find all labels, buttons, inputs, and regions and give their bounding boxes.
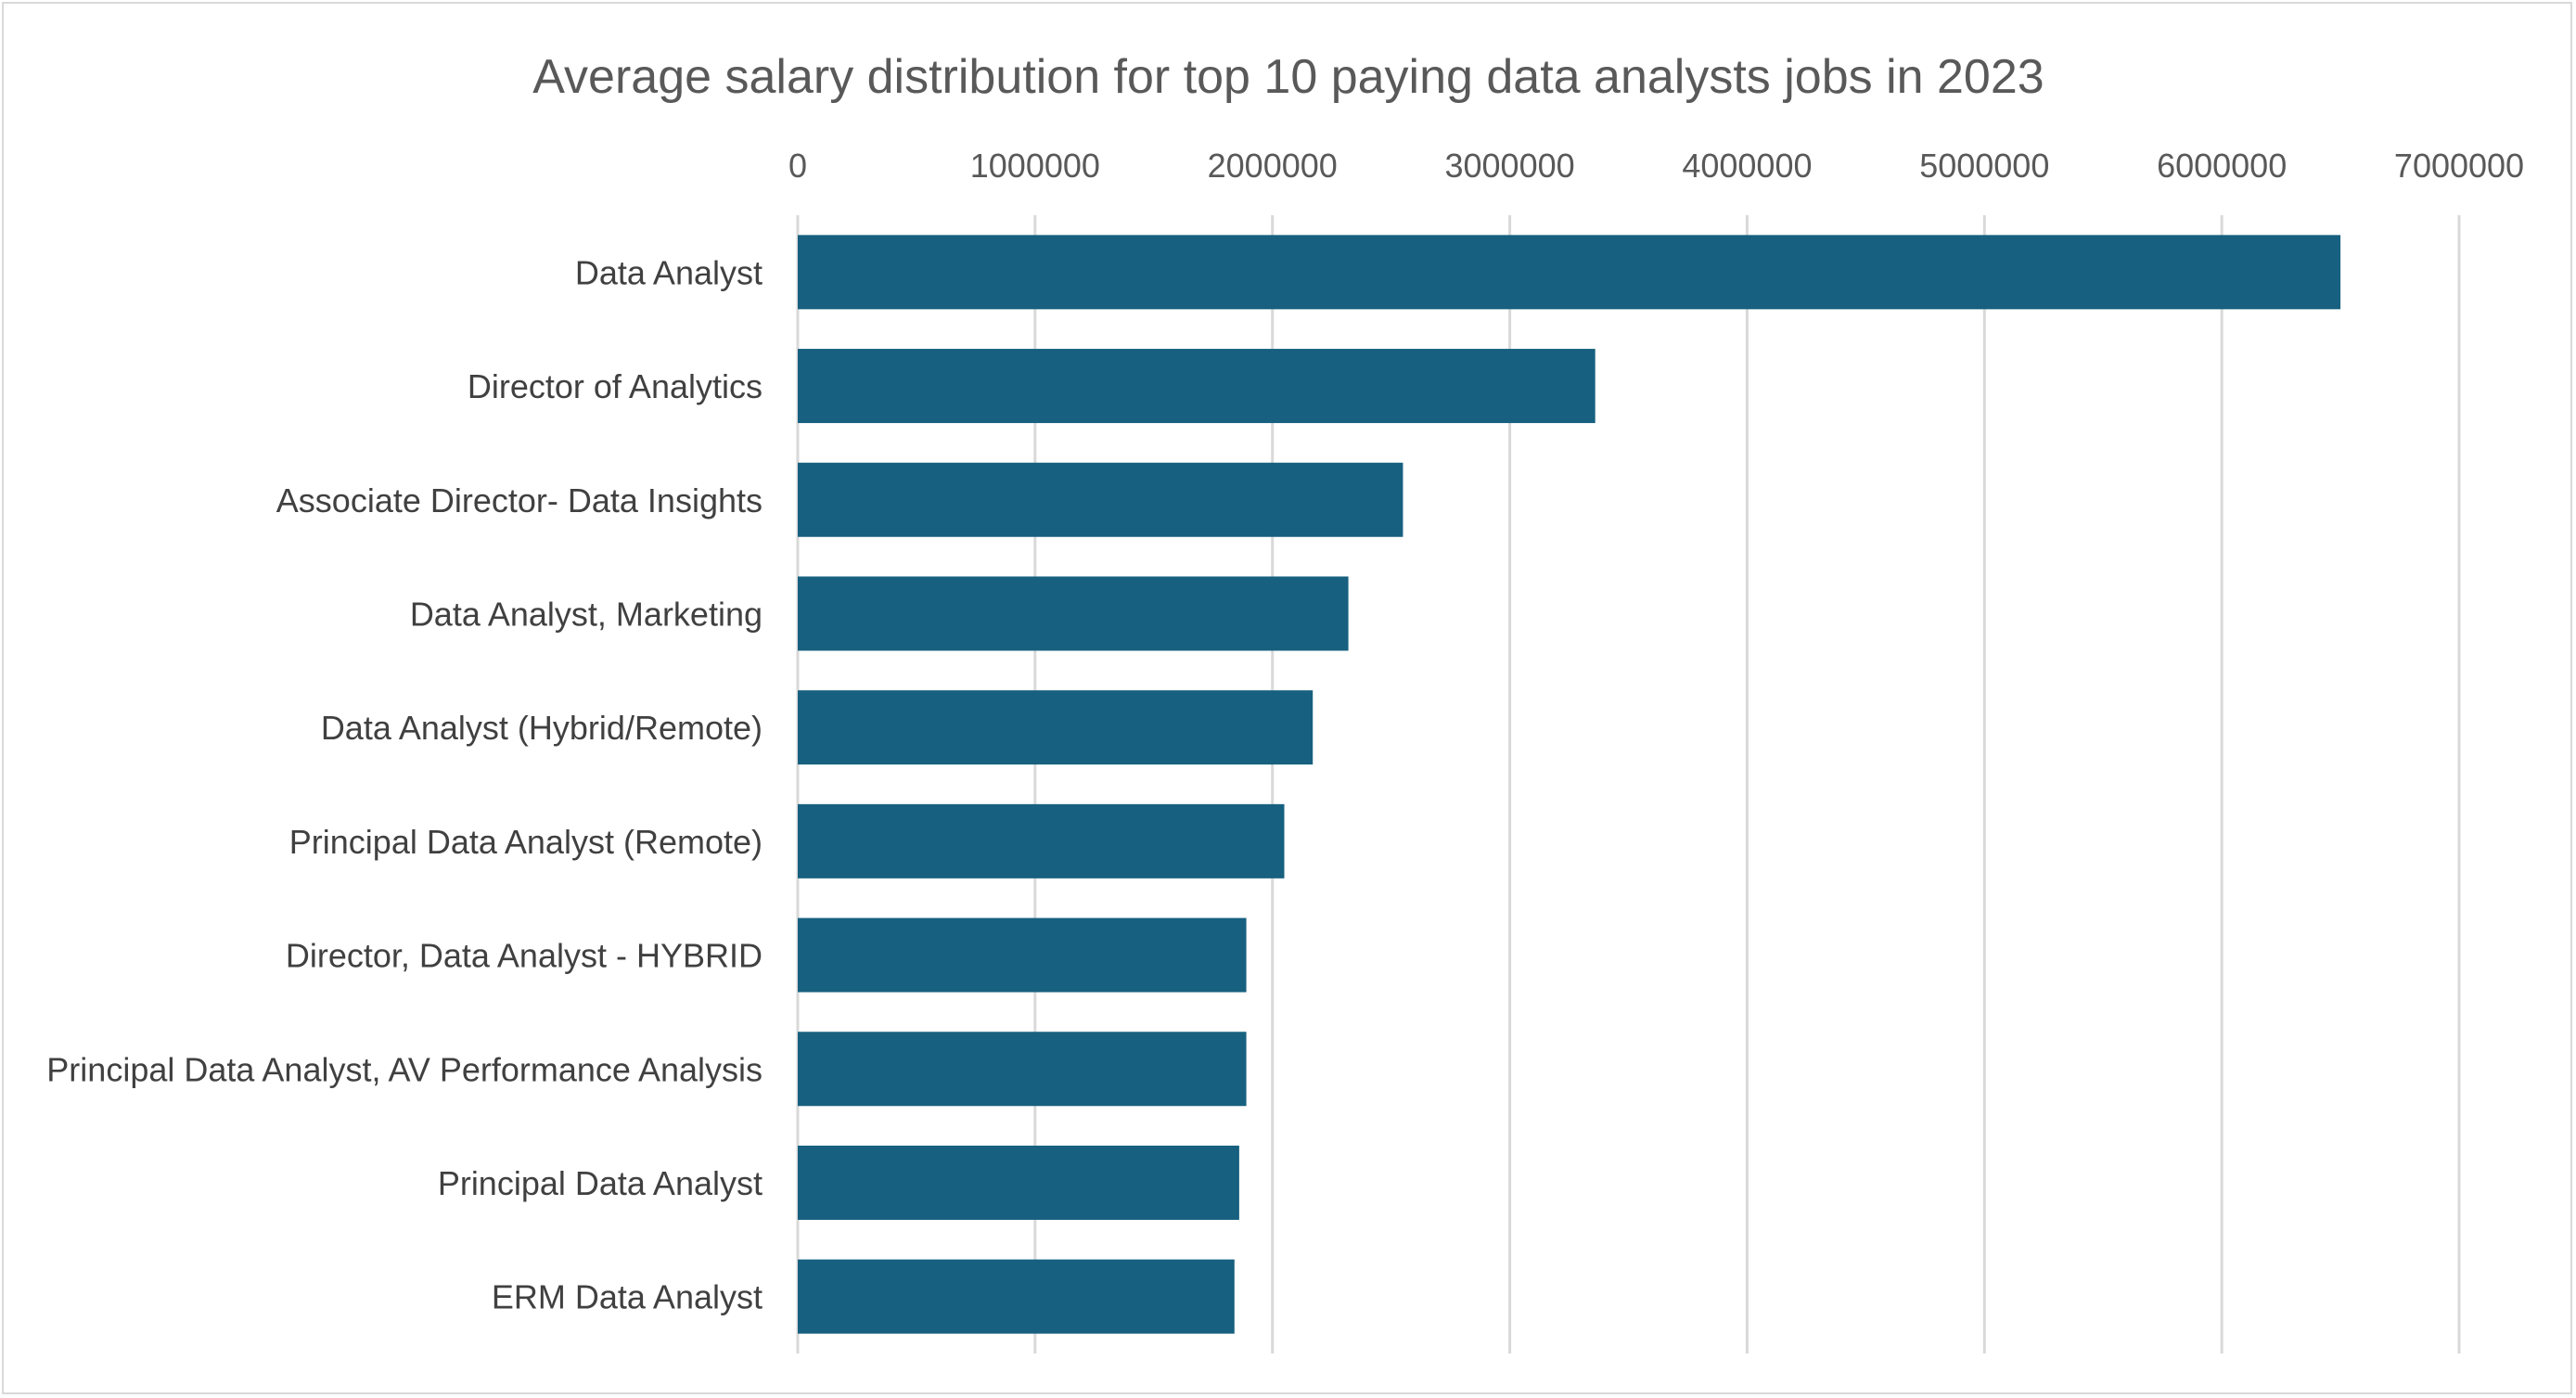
x-tick-label: 5000000 <box>1919 147 2049 185</box>
x-tick-label: 1000000 <box>970 147 1100 185</box>
category-label: ERM Data Analyst <box>492 1278 763 1316</box>
bar <box>798 235 2341 310</box>
x-tick-label: 4000000 <box>1682 147 1812 185</box>
bar <box>798 1145 1239 1220</box>
bar-chart: Average salary distribution for top 10 p… <box>46 50 2524 1353</box>
category-label: Data Analyst (Hybrid/Remote) <box>321 709 763 747</box>
bar <box>798 1259 1235 1334</box>
bar <box>798 690 1314 765</box>
category-label: Associate Director- Data Insights <box>276 481 763 519</box>
category-label: Data Analyst, Marketing <box>410 595 763 633</box>
bar <box>798 917 1247 993</box>
x-axis-tick-labels: 0 1000000 2000000 3000000 4000000 5000000 6000… <box>788 147 2524 185</box>
category-label: Data Analyst <box>575 253 763 291</box>
x-tick-label: 7000000 <box>2394 147 2524 185</box>
bar <box>798 1032 1247 1107</box>
bar <box>798 462 1403 537</box>
category-label: Principal Data Analyst <box>438 1164 763 1202</box>
category-label: Director of Analytics <box>468 367 763 405</box>
x-tick-label: 3000000 <box>1444 147 1574 185</box>
bar <box>798 349 1596 424</box>
x-tick-label: 6000000 <box>2157 147 2287 185</box>
category-label: Director, Data Analyst - HYBRID <box>286 937 763 975</box>
bars <box>798 235 2341 1334</box>
category-label: Principal Data Analyst, AV Performance A… <box>46 1050 763 1088</box>
bar <box>798 803 1285 879</box>
category-labels: Data Analyst Director of Analytics Associa… <box>46 253 763 1315</box>
bar <box>798 576 1349 651</box>
category-label: Principal Data Analyst (Remote) <box>289 823 763 861</box>
x-tick-label: 2000000 <box>1208 147 1338 185</box>
chart-title: Average salary distribution for top 10 p… <box>532 50 2044 104</box>
x-tick-label: 0 <box>788 147 807 185</box>
